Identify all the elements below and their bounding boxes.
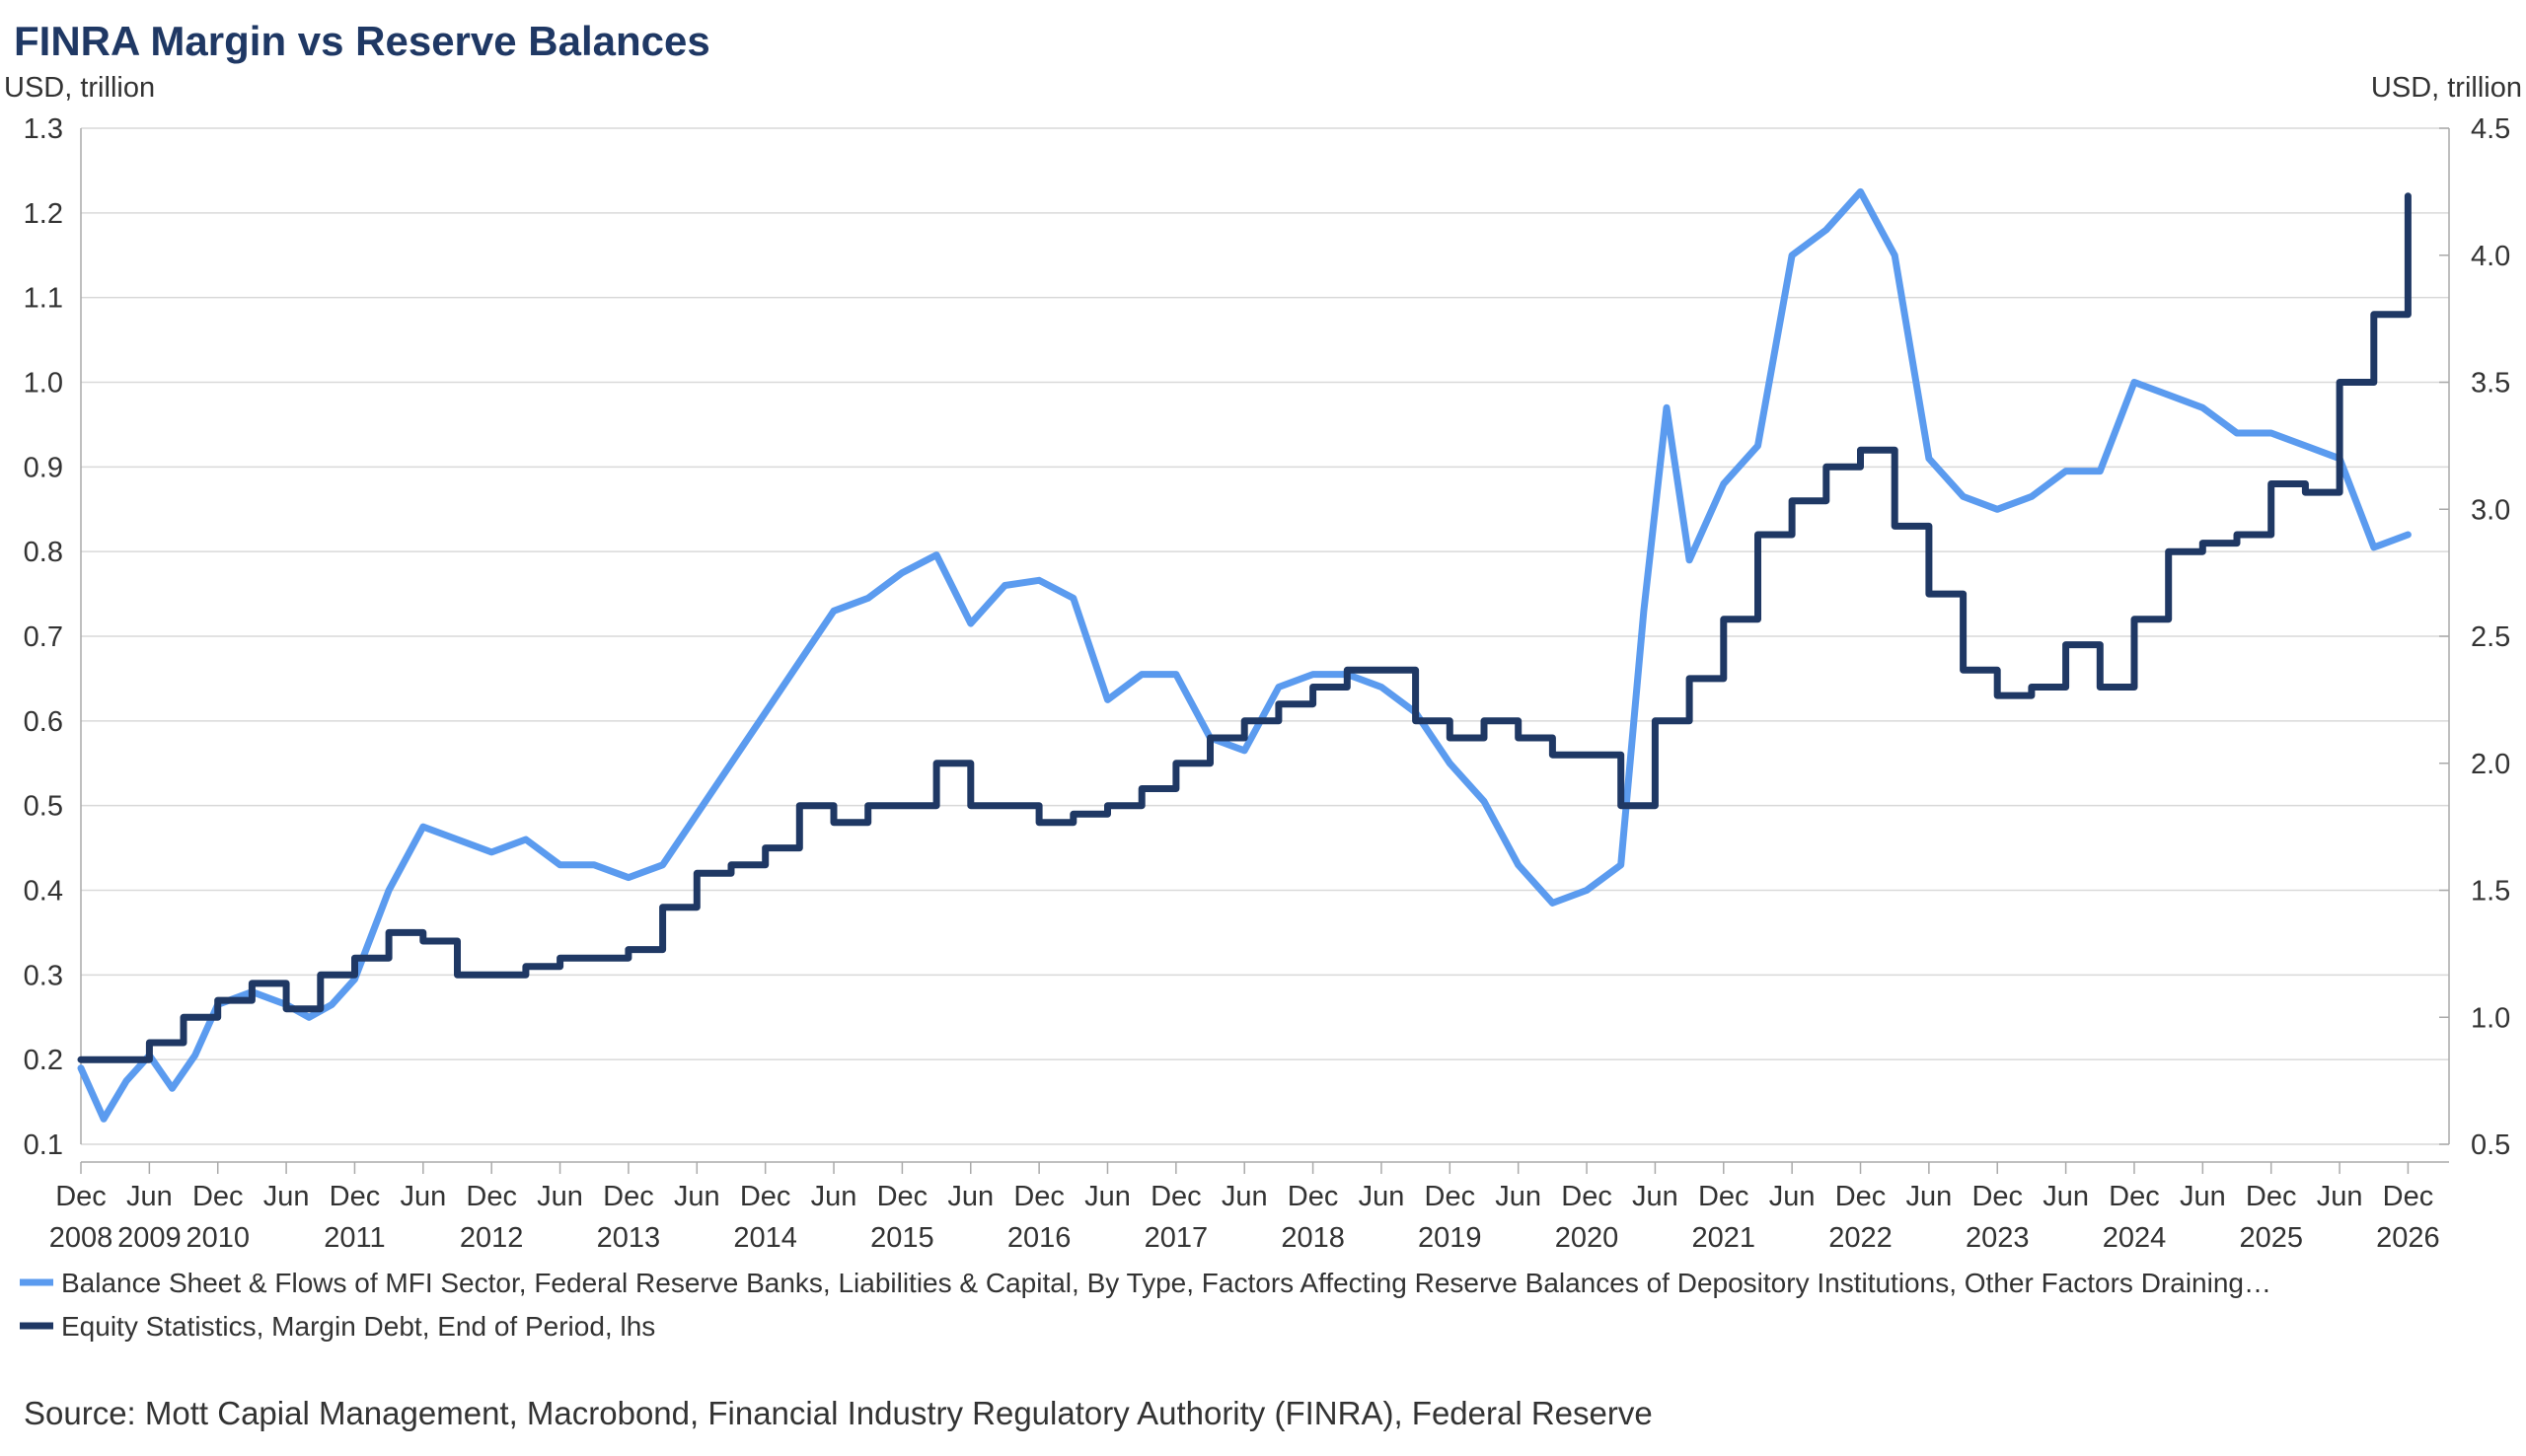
chart-title: FINRA Margin vs Reserve Balances [14, 18, 710, 64]
x-tick-month: Dec [877, 1181, 929, 1212]
left-tick-label: 1.3 [24, 113, 63, 145]
x-tick-month: Jun [1905, 1181, 1952, 1212]
x-tick-month: Jun [2043, 1181, 2089, 1212]
x-tick-month: Dec [1425, 1181, 1476, 1212]
x-tick-month: Jun [947, 1181, 994, 1212]
legend-label-0: Balance Sheet & Flows of MFI Sector, Fed… [61, 1268, 2271, 1298]
x-tick-month: Jun [400, 1181, 446, 1212]
x-tick-month: Jun [674, 1181, 720, 1212]
x-tick-month: Dec [1013, 1181, 1065, 1212]
x-tick-month: Dec [1698, 1181, 1749, 1212]
x-tick-year: 2009 [117, 1222, 182, 1254]
left-axis-ticks: 0.1 0.2 0.3 0.4 0.5 0.6 0.7 0.8 0.9 1.0 1.1 1.2 1.3 [24, 113, 63, 1161]
x-tick-month: Dec [466, 1181, 517, 1212]
series-lines [77, 187, 2412, 1123]
x-tick-month: Jun [1359, 1181, 1405, 1212]
x-tick-year: 2012 [460, 1222, 524, 1254]
x-tick-year: 2022 [1828, 1222, 1893, 1254]
x-tick-year: 2018 [1281, 1222, 1345, 1254]
left-tick-label: 0.4 [24, 876, 63, 908]
x-tick-month: Dec [192, 1181, 244, 1212]
left-axis-unit: USD, trillion [4, 72, 155, 104]
right-tick-label: 4.5 [2471, 113, 2510, 145]
left-tick-label: 0.7 [24, 621, 63, 653]
right-tick-label: 4.0 [2471, 241, 2510, 272]
x-tick-month: Dec [1288, 1181, 1339, 1212]
right-tick-label: 1.5 [2471, 876, 2510, 908]
x-tick-month: Jun [263, 1181, 310, 1212]
x-tick-month: Jun [811, 1181, 857, 1212]
gridlines [81, 127, 2449, 1145]
x-tick-year: 2013 [597, 1222, 661, 1254]
x-tick-year: 2017 [1145, 1222, 1209, 1254]
left-tick-label: 0.6 [24, 706, 63, 738]
left-tick-label: 1.2 [24, 198, 63, 230]
right-tick-label: 3.0 [2471, 494, 2510, 526]
right-tick-label: 3.5 [2471, 368, 2510, 400]
source-note: Source: Mott Capial Management, Macrobon… [24, 1395, 1653, 1431]
x-tick-month: Dec [2246, 1181, 2297, 1212]
x-tick-month: Jun [2317, 1181, 2363, 1212]
x-tick-month: Dec [740, 1181, 791, 1212]
x-tick-month: Jun [537, 1181, 583, 1212]
x-axis-ticks: Dec 2008 Jun 2009 Dec 2010 Jun Dec 2011 Jun Dec 201… [49, 1162, 2440, 1254]
x-tick-year: 2026 [2376, 1222, 2440, 1254]
x-tick-month: Dec [55, 1181, 107, 1212]
x-tick-month: Jun [1222, 1181, 1268, 1212]
axes [80, 128, 2450, 1163]
left-tick-label: 0.5 [24, 791, 63, 823]
legend: Balance Sheet & Flows of MFI Sector, Fed… [20, 1268, 2271, 1342]
x-tick-month: Dec [1971, 1181, 2023, 1212]
x-tick-month: Dec [330, 1181, 381, 1212]
left-tick-label: 1.0 [24, 368, 63, 400]
series-line-0 [77, 187, 2412, 1123]
x-tick-month: Dec [2109, 1181, 2160, 1212]
right-axis-ticks: 0.5 1.0 1.5 2.0 2.5 3.0 3.5 4.0 4.5 [2471, 113, 2510, 1161]
x-tick-month: Dec [1151, 1181, 1202, 1212]
x-tick-month: Dec [603, 1181, 654, 1212]
x-tick-month: Jun [1084, 1181, 1131, 1212]
left-tick-label: 1.1 [24, 283, 63, 315]
x-tick-year: 2015 [870, 1222, 934, 1254]
x-tick-month: Jun [126, 1181, 173, 1212]
right-tick-label: 2.5 [2471, 621, 2510, 653]
x-tick-year: 2011 [324, 1222, 385, 1254]
left-tick-label: 0.8 [24, 537, 63, 568]
left-tick-label: 0.2 [24, 1045, 63, 1076]
x-tick-year: 2008 [49, 1222, 113, 1254]
x-tick-year: 2024 [2103, 1222, 2167, 1254]
series-line-1 [77, 192, 2412, 1063]
right-tick-label: 2.0 [2471, 749, 2510, 780]
right-axis-unit: USD, trillion [2371, 72, 2522, 104]
x-tick-year: 2016 [1007, 1222, 1072, 1254]
x-tick-month: Jun [2180, 1181, 2226, 1212]
x-tick-year: 2020 [1555, 1222, 1619, 1254]
right-tick-label: 1.0 [2471, 1002, 2510, 1034]
x-tick-month: Jun [1495, 1181, 1541, 1212]
left-tick-label: 0.9 [24, 452, 63, 483]
left-tick-label: 0.1 [24, 1129, 63, 1161]
x-tick-month: Dec [1561, 1181, 1612, 1212]
x-tick-month: Jun [1632, 1181, 1678, 1212]
right-tick-label: 0.5 [2471, 1129, 2510, 1161]
x-tick-month: Jun [1769, 1181, 1816, 1212]
left-tick-label: 0.3 [24, 960, 63, 991]
x-tick-year: 2025 [2239, 1222, 2303, 1254]
x-tick-year: 2010 [186, 1222, 250, 1254]
x-tick-year: 2023 [1966, 1222, 2030, 1254]
x-tick-month: Dec [1835, 1181, 1887, 1212]
x-tick-year: 2019 [1418, 1222, 1482, 1254]
x-tick-month: Dec [2383, 1181, 2434, 1212]
legend-label-1: Equity Statistics, Margin Debt, End of P… [61, 1311, 655, 1342]
x-tick-year: 2021 [1692, 1222, 1756, 1254]
x-tick-year: 2014 [733, 1222, 797, 1254]
